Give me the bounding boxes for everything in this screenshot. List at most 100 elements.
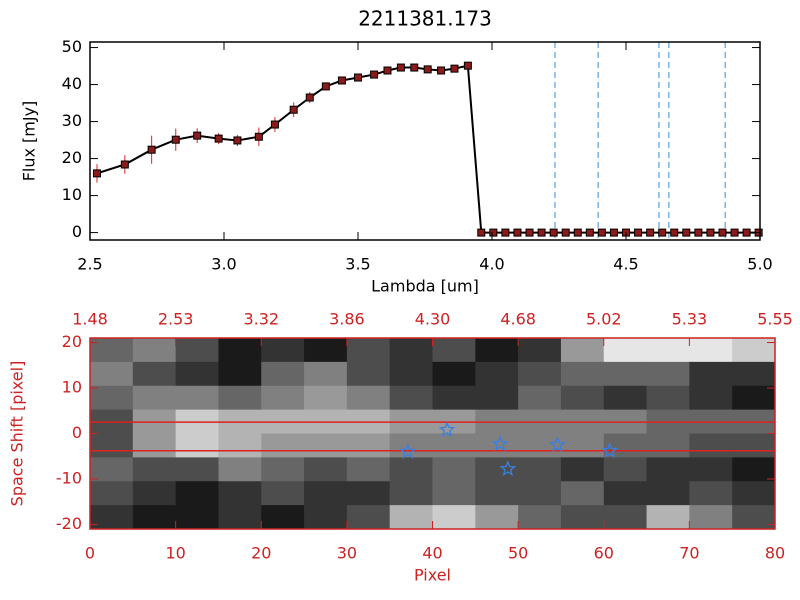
image-cell	[475, 338, 519, 363]
image-cell	[346, 481, 391, 506]
image-cell	[132, 505, 177, 530]
image-cell	[346, 505, 391, 530]
image-cell	[304, 338, 348, 363]
image-cell	[432, 457, 476, 482]
image-cell	[689, 361, 733, 387]
image-cell	[261, 457, 305, 482]
image-cell	[689, 505, 733, 530]
data-point	[92, 169, 101, 178]
image-cell	[90, 385, 134, 411]
image-cell	[646, 457, 690, 482]
data-point	[706, 228, 715, 237]
x-tick-label: 4.5	[613, 255, 638, 274]
image-cell	[218, 338, 262, 363]
data-point	[337, 76, 346, 85]
image-cell	[304, 385, 348, 411]
image-cell	[518, 457, 562, 482]
image-cell	[518, 338, 562, 363]
y-tick-label: 20	[62, 332, 82, 351]
data-point	[289, 105, 298, 114]
y-axis-label: Space Shift [pixel]	[8, 361, 27, 507]
image-cell	[432, 481, 476, 506]
image-cell	[261, 433, 305, 458]
image-cell	[603, 505, 648, 530]
data-point	[694, 228, 703, 237]
flux-line	[96, 64, 759, 234]
image-cell	[90, 338, 134, 363]
image-cell	[432, 338, 476, 363]
x2-tick-label: 4.30	[415, 310, 451, 329]
image-cell	[732, 433, 776, 458]
image-cell	[261, 385, 305, 411]
image-cell	[90, 505, 134, 530]
data-point	[396, 63, 405, 72]
image-cell	[560, 481, 605, 506]
image-cell	[218, 457, 262, 482]
image-cell	[560, 433, 605, 458]
image-cell	[560, 505, 605, 530]
image-cell	[475, 385, 519, 411]
plot-frame	[89, 41, 761, 241]
image-cell	[261, 481, 305, 506]
image-cell	[261, 505, 305, 530]
x-tick-label: 0	[85, 544, 95, 563]
image-cell	[689, 457, 733, 482]
image-cell	[304, 481, 348, 506]
image-cell	[603, 457, 648, 482]
x2-tick-label: 3.86	[329, 310, 365, 329]
image-cell	[175, 505, 219, 530]
image-cell	[475, 361, 519, 387]
image-cell	[732, 338, 776, 363]
star-marker	[499, 460, 517, 477]
x-tick-label: 3.5	[345, 255, 370, 274]
y-tick-label: -10	[56, 468, 82, 487]
y-tick-label: 40	[62, 74, 82, 93]
image-cell	[732, 361, 776, 387]
x2-tick-label: 5.02	[586, 310, 622, 329]
data-point	[513, 228, 522, 237]
image-cell	[132, 457, 177, 482]
data-point	[450, 64, 459, 73]
x-tick-label: 80	[765, 544, 785, 563]
x2-tick-label: 2.53	[158, 310, 194, 329]
x-tick-label: 2.5	[77, 255, 102, 274]
image-cell	[218, 481, 262, 506]
image-cell	[518, 385, 562, 411]
image-cell	[132, 481, 177, 506]
image-cell	[304, 457, 348, 482]
y-axis-label: Flux [mJy]	[20, 101, 39, 182]
y-tick-label: 30	[62, 111, 82, 130]
data-point	[718, 228, 727, 237]
y-tick-label: 20	[62, 148, 82, 167]
data-point	[233, 136, 242, 145]
image-cell	[560, 361, 605, 387]
data-point	[609, 228, 618, 237]
image-cell	[732, 481, 776, 506]
data-point	[489, 228, 498, 237]
y-tick-label: 10	[62, 185, 82, 204]
image-cell	[689, 385, 733, 411]
image-cell	[261, 361, 305, 387]
x-axis-label: Pixel	[414, 566, 451, 585]
data-point	[270, 120, 279, 129]
data-point	[171, 135, 180, 144]
image-cell	[518, 481, 562, 506]
image-cell	[175, 385, 219, 411]
data-point	[437, 66, 446, 75]
image-cell	[432, 385, 476, 411]
image-cell	[218, 433, 262, 458]
star-marker	[491, 435, 509, 452]
image-cell	[304, 433, 348, 458]
data-point	[214, 134, 223, 143]
data-point	[410, 63, 419, 72]
data-point	[597, 228, 606, 237]
image-cell	[518, 361, 562, 387]
image-cell	[432, 433, 476, 458]
x-tick-label: 4.0	[479, 255, 504, 274]
image-cell	[132, 433, 177, 458]
image-cell	[175, 457, 219, 482]
data-point	[370, 70, 379, 79]
x-axis-label: Lambda [um]	[371, 277, 479, 296]
image-cell	[646, 338, 690, 363]
image-cell	[646, 433, 690, 458]
